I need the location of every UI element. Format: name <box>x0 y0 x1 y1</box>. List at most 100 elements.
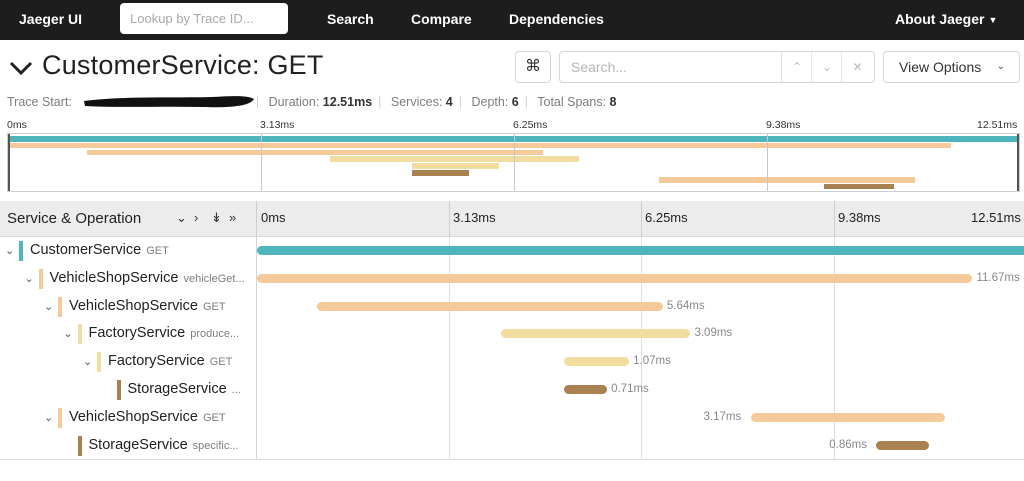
chevron-down-icon: ⌄ <box>821 60 833 74</box>
collapse-one-icon[interactable]: ⌄ <box>176 210 187 225</box>
span-row[interactable]: ⌄ VehicleShopService GET 5.64ms <box>0 292 1024 321</box>
span-operation-name: vehicleGet... <box>183 272 245 285</box>
span-row[interactable]: ⌄ FactoryService GET 1.07ms <box>0 348 1024 376</box>
service-color-bar <box>77 435 82 456</box>
tick-line <box>641 201 642 237</box>
minimap-span-bar <box>658 176 915 183</box>
minimap-tick: 0ms <box>7 119 27 131</box>
command-key-icon: ⌘ <box>525 58 541 75</box>
expand-all-icon[interactable]: » <box>229 210 237 225</box>
minimap-span-bar <box>412 170 470 176</box>
minimap-right-handle[interactable] <box>1017 134 1019 191</box>
span-name-cell[interactable]: ⌄ VehicleShopService vehicleGet... <box>0 264 256 293</box>
span-service-name: FactoryService GET <box>108 353 233 370</box>
minimap-span-bar <box>8 136 1019 142</box>
nav-dependencies-link[interactable]: Dependencies <box>509 11 604 27</box>
expand-one-icon[interactable]: › <box>194 210 199 225</box>
span-duration-label: 11.67ms <box>976 271 1020 284</box>
about-jaeger-menu[interactable]: About Jaeger ▼ <box>895 11 997 27</box>
minimap-span-bar <box>412 163 499 169</box>
collapse-chevron-icon[interactable] <box>8 55 34 81</box>
span-service-name: VehicleShopService GET <box>69 408 226 425</box>
span-duration-label: 3.17ms <box>703 410 742 423</box>
bottom-border <box>0 459 1024 460</box>
span-bar[interactable] <box>501 329 691 339</box>
service-color-bar <box>19 241 23 261</box>
minimap-grid-line <box>514 134 515 191</box>
span-bar[interactable] <box>257 273 973 283</box>
service-color-bar <box>58 407 62 428</box>
span-row[interactable]: StorageService specific... 0.86ms <box>0 431 1024 460</box>
span-row[interactable]: ⌄ VehicleShopService GET 3.17ms <box>0 403 1024 432</box>
span-row[interactable]: ⌄ CustomerService GET <box>0 237 1024 265</box>
span-name-cell[interactable]: StorageService specific... <box>0 431 256 460</box>
span-row[interactable]: StorageService... 0.71ms <box>0 376 1024 404</box>
duration-label: Duration: <box>268 95 320 109</box>
timeline-tick: 6.25ms <box>645 210 688 225</box>
span-name-cell[interactable]: StorageService... <box>0 376 256 404</box>
view-options-dropdown[interactable]: View Options ⌄ <box>883 51 1020 83</box>
column-divider[interactable] <box>256 201 257 237</box>
total-spans-label: Total Spans: <box>537 95 607 109</box>
service-color-bar <box>116 380 121 400</box>
chevron-down-icon[interactable]: ⌄ <box>24 272 34 285</box>
minimap-span-bar <box>824 183 894 190</box>
span-service-name: StorageService specific... <box>88 436 239 453</box>
chevron-down-icon[interactable]: ⌄ <box>44 300 54 313</box>
minimap-left-handle[interactable] <box>8 134 10 191</box>
timeline-grid-line <box>834 237 835 459</box>
chevron-down-icon[interactable]: ⌄ <box>83 356 93 369</box>
trace-minimap[interactable] <box>7 133 1020 192</box>
chevron-up-icon: ⌃ <box>791 60 803 74</box>
timeline-tick: 0ms <box>261 210 286 225</box>
span-operation-name: GET <box>202 411 226 424</box>
span-name-cell[interactable]: ⌄ CustomerService GET <box>0 237 256 265</box>
services-value: 4 <box>445 95 453 109</box>
span-service-name: FactoryService produce... <box>88 325 240 342</box>
span-bar[interactable] <box>876 440 929 450</box>
span-bar[interactable] <box>563 357 630 367</box>
span-duration-label: 3.09ms <box>694 327 733 340</box>
span-operation-name: specific... <box>192 439 239 452</box>
next-result-button[interactable]: ⌄ <box>813 52 842 82</box>
minimap-tick: 9.38ms <box>766 119 801 131</box>
timeline-tick: 9.38ms <box>838 210 881 225</box>
span-bar[interactable] <box>257 246 1024 255</box>
span-operation-name: produce... <box>190 328 240 341</box>
trace-title-row: CustomerService: GET <box>0 42 1024 94</box>
service-color-bar <box>97 352 101 373</box>
nav-search-link[interactable]: Search <box>327 11 374 27</box>
collapse-all-icon[interactable]: ↡ <box>211 210 222 225</box>
brand-link[interactable]: Jaeger UI <box>19 11 83 27</box>
prev-result-button[interactable]: ⌃ <box>783 52 812 82</box>
span-operation-name: GET <box>209 356 233 369</box>
chevron-down-icon[interactable]: ⌄ <box>44 411 54 424</box>
span-bar[interactable] <box>750 412 945 422</box>
span-name-cell[interactable]: ⌄ FactoryService GET <box>0 348 256 376</box>
chevron-down-icon: ⌄ <box>996 61 1005 72</box>
span-name-cell[interactable]: ⌄ VehicleShopService GET <box>0 292 256 321</box>
total-spans-value: 8 <box>609 95 617 109</box>
depth-label: Depth: <box>471 95 509 109</box>
trace-id-lookup-input[interactable] <box>120 3 288 34</box>
span-name-cell[interactable]: ⌄ VehicleShopService GET <box>0 403 256 432</box>
chevron-down-icon[interactable]: ⌄ <box>5 245 15 257</box>
span-row[interactable]: ⌄ VehicleShopService vehicleGet... 11.67ms <box>0 264 1024 293</box>
span-row[interactable]: ⌄ FactoryService produce... 3.09ms <box>0 320 1024 349</box>
nav-compare-link[interactable]: Compare <box>411 11 472 27</box>
span-operation-name: ... <box>231 384 241 396</box>
span-name-cell[interactable]: ⌄ FactoryService produce... <box>0 320 256 349</box>
clear-search-button[interactable]: ✕ <box>843 52 872 82</box>
span-duration-label: 5.64ms <box>666 299 705 312</box>
chevron-down-icon[interactable]: ⌄ <box>63 328 73 341</box>
trace-search-input[interactable] <box>560 52 782 82</box>
span-bar[interactable] <box>563 385 608 394</box>
trace-start-label: Trace Start: <box>7 95 72 109</box>
keyboard-shortcuts-button[interactable]: ⌘ <box>515 51 551 83</box>
tick-line <box>449 201 450 237</box>
minimap-span-bar <box>329 156 580 163</box>
service-color-bar <box>77 324 82 345</box>
trace-title: CustomerService: GET <box>42 50 324 80</box>
depth-value: 6 <box>511 95 519 109</box>
span-bar[interactable] <box>317 301 663 311</box>
